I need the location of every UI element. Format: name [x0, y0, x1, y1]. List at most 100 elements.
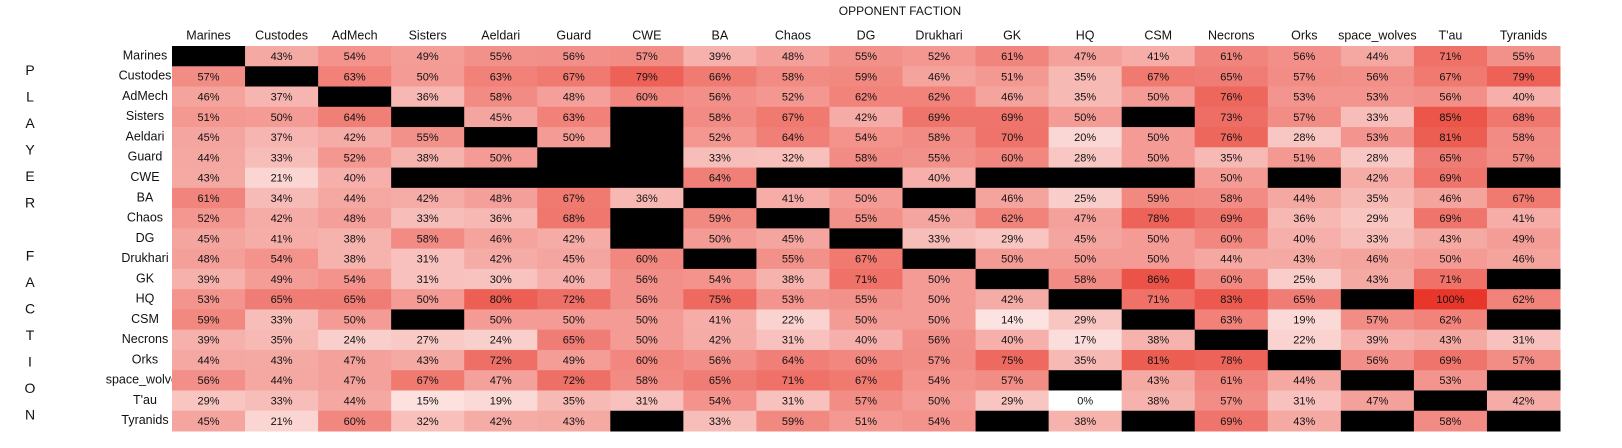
cell-label: 20% [1074, 132, 1096, 144]
cell [975, 187, 1050, 209]
row-label: Aeldari [126, 129, 165, 143]
column-label: BA [712, 28, 729, 42]
cell [683, 46, 757, 67]
cell [829, 127, 904, 148]
cell-label: 80% [490, 294, 512, 306]
cell [318, 187, 392, 209]
cell [902, 370, 977, 391]
column-label: Drukhari [915, 28, 962, 42]
column-label: space_wolves [1338, 28, 1417, 42]
cell [537, 46, 611, 67]
cell [464, 86, 538, 108]
cell [464, 208, 538, 229]
row-label: Drukhari [121, 251, 168, 265]
cell-label: 44% [1293, 193, 1315, 205]
cell [1486, 208, 1561, 229]
cell-label: 58% [928, 132, 950, 144]
cell [318, 46, 392, 67]
cell-label: 42% [709, 335, 731, 347]
cell [464, 410, 538, 432]
cell [245, 410, 319, 432]
cell-label: 38% [417, 152, 439, 164]
cell [756, 66, 830, 88]
cell-label: 38% [1147, 396, 1169, 408]
cell [1413, 370, 1488, 391]
cell-label: 35% [1074, 355, 1096, 367]
cell [537, 370, 611, 391]
cell [1413, 208, 1488, 229]
cell-label: 40% [563, 274, 585, 286]
empty-cell [245, 66, 319, 88]
empty-cell [1486, 167, 1561, 189]
cell [1121, 127, 1196, 148]
cell-label: 59% [198, 314, 220, 326]
cell-label: 41% [709, 314, 731, 326]
cell [537, 309, 611, 331]
cell [975, 66, 1050, 88]
empty-cell [1340, 289, 1415, 310]
column-label: CSM [1144, 28, 1172, 42]
cell [1194, 390, 1269, 412]
row-label: Sisters [126, 109, 164, 123]
cell [902, 390, 977, 412]
cell-label: 58% [490, 92, 512, 104]
cell-label: 45% [198, 132, 220, 144]
cell-label: 53% [1366, 132, 1388, 144]
empty-cell [1121, 167, 1196, 189]
cell-label: 33% [271, 152, 293, 164]
cell-label: 64% [709, 173, 731, 185]
cell [829, 208, 904, 229]
cell-label: 40% [928, 173, 950, 185]
cell-label: 57% [1001, 375, 1023, 387]
cell-label: 57% [1220, 396, 1242, 408]
cell [1267, 147, 1342, 169]
cell-label: 51% [1293, 152, 1315, 164]
row-label: BA [137, 190, 154, 204]
cell [902, 106, 977, 128]
cell [537, 410, 611, 432]
cell [245, 349, 319, 371]
cell [245, 187, 319, 209]
cell [902, 329, 977, 351]
cell [1413, 46, 1488, 67]
cell-label: 56% [928, 335, 950, 347]
cell [537, 349, 611, 371]
cell-label: 33% [709, 152, 731, 164]
cell-label: 65% [1439, 152, 1461, 164]
column-label: Custodes [255, 28, 308, 42]
cell [537, 187, 611, 209]
empty-cell [610, 208, 684, 229]
cell-label: 38% [1147, 335, 1169, 347]
cell [683, 309, 757, 331]
cell-label: 55% [417, 132, 439, 144]
row-label: Necrons [122, 332, 169, 346]
cell-label: 61% [1220, 51, 1242, 63]
cell [756, 329, 830, 351]
cell [318, 66, 392, 88]
cell-label: 33% [417, 213, 439, 225]
cell [245, 208, 319, 229]
cell [318, 410, 392, 432]
column-label: Orks [1291, 28, 1317, 42]
cell [1121, 329, 1196, 351]
cell-label: 30% [490, 274, 512, 286]
cell [1121, 228, 1196, 250]
cell-label: 61% [1001, 51, 1023, 63]
column-label: AdMech [332, 28, 378, 42]
column-label: DG [857, 28, 876, 42]
cell [464, 390, 538, 412]
cell [464, 147, 538, 169]
empty-cell [1486, 268, 1561, 290]
cell-label: 55% [490, 51, 512, 63]
cell-label: 85% [1439, 112, 1461, 124]
cell [172, 289, 246, 310]
cell-label: 62% [1439, 314, 1461, 326]
cell-label: 55% [855, 294, 877, 306]
cell-label: 44% [271, 375, 293, 387]
cell-label: 24% [490, 335, 512, 347]
cell-label: 55% [1512, 51, 1534, 63]
cell-label: 52% [198, 213, 220, 225]
cell-label: 46% [198, 92, 220, 104]
cell [1267, 187, 1342, 209]
cell-label: 47% [344, 375, 366, 387]
